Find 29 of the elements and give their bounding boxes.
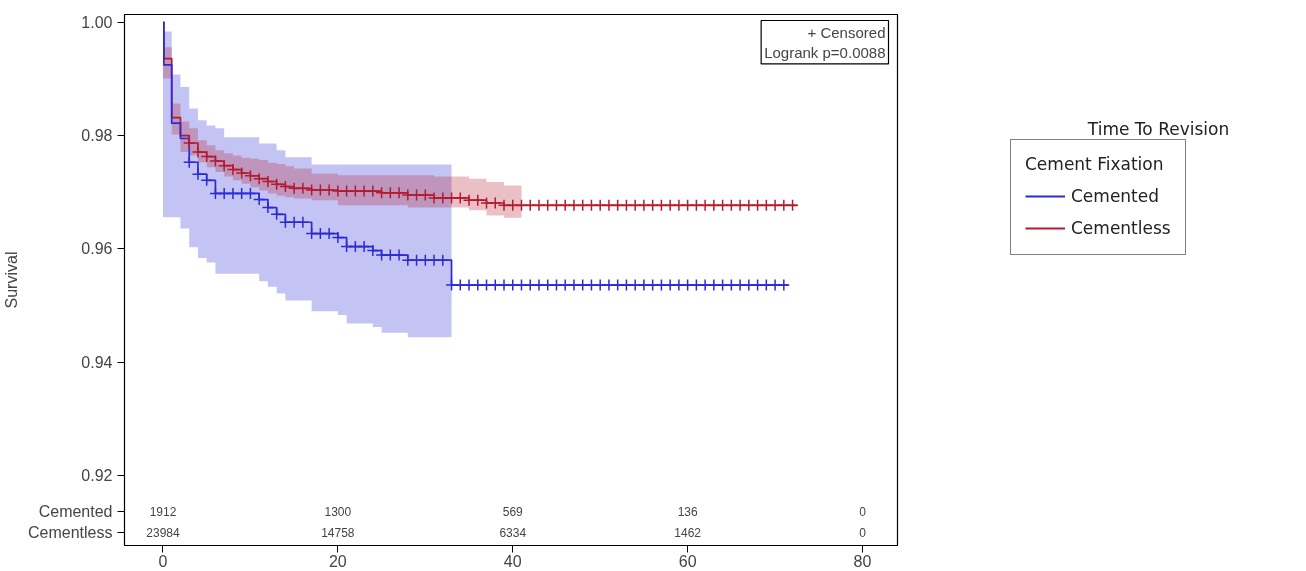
annotation: 23984 [146,526,180,540]
annotation: 14758 [321,526,355,540]
y-tick-label: 1.00 [81,13,113,31]
annotation: 1462 [674,526,702,540]
annotation: 1912 [149,505,177,519]
annotation: 0 [859,526,867,540]
y-tick-label: 0.96 [81,240,113,258]
y-tick-label: 0.92 [81,466,113,484]
x-tick-label: 80 [853,552,872,570]
annotation: + Censored [807,23,886,41]
y-tick-label: 0.94 [81,353,113,371]
y-axis-title: Survival [3,251,21,309]
x-tick-label: 40 [503,552,522,570]
annotation: 1300 [324,505,352,519]
annotation: Logrank p=0.0088 [764,43,886,61]
text: Cementless [28,524,113,541]
legend-label: Cementless [1071,217,1171,240]
text: Time To Revision [1086,118,1230,139]
y-tick-label: 0.98 [81,127,113,145]
annotation: 6334 [499,526,527,540]
legend-label: Cemented [1071,185,1160,208]
x-tick-label: 20 [328,552,347,570]
x-tick-label: 60 [678,552,697,570]
annotation: 136 [677,505,698,519]
text: Cemented [38,503,113,520]
legend-title: Cement Fixation [1025,154,1165,174]
x-tick-label: 0 [158,552,168,570]
annotation: 569 [502,505,524,519]
annotation: 0 [859,505,867,519]
